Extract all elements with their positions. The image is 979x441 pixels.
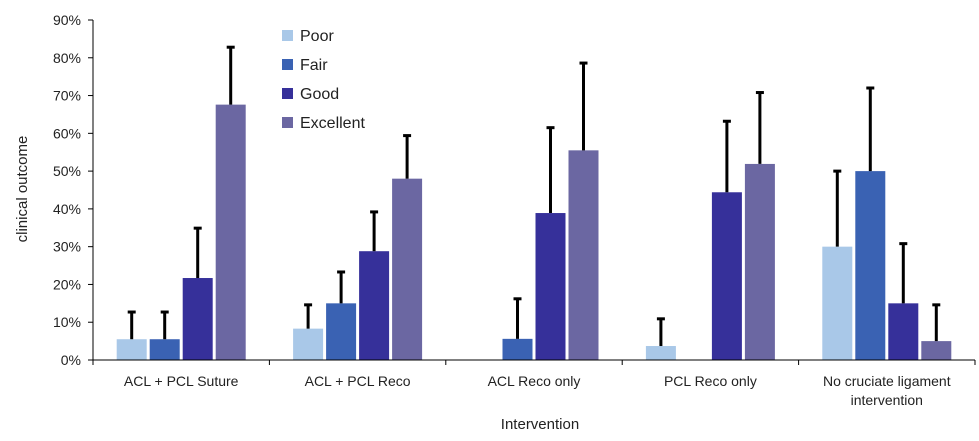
bar-fair xyxy=(149,339,180,360)
axes-layer xyxy=(92,20,975,361)
bar-poor xyxy=(116,339,147,360)
x-tick-label: PCL Reco only xyxy=(664,373,757,389)
bar-good xyxy=(182,278,213,360)
y-tick-label: 30% xyxy=(53,239,81,255)
bar-poor xyxy=(293,328,324,360)
legend-label-good: Good xyxy=(300,86,339,103)
y-tick-label: 50% xyxy=(53,163,81,179)
legend-label-excellent: Excellent xyxy=(300,115,365,132)
y-tick-label: 20% xyxy=(53,276,81,292)
y-tick-label: 10% xyxy=(53,314,81,330)
x-tick-label: intervention xyxy=(851,392,923,408)
x-axis-title: Intervention xyxy=(501,416,579,433)
bar-good xyxy=(535,213,566,360)
bar-excellent xyxy=(568,150,599,360)
y-tick-label: 60% xyxy=(53,125,81,141)
legend: Poor Fair Good Excellent xyxy=(282,28,365,132)
bar-fair xyxy=(855,171,886,360)
legend-label-poor: Poor xyxy=(300,28,334,45)
legend-label-fair: Fair xyxy=(300,57,328,74)
y-tick-label: 0% xyxy=(61,352,81,368)
bars-layer xyxy=(116,104,952,360)
bar-excellent xyxy=(744,163,775,360)
bar-excellent xyxy=(392,178,423,360)
y-axis-ticks: 0% 10% 20% 30% 40% 50% 60% 70% 80% 90% xyxy=(53,12,93,368)
y-axis-title: clinical outcome xyxy=(14,136,31,243)
bar-poor xyxy=(822,246,853,360)
legend-swatch-good xyxy=(282,88,293,99)
x-tick-label: ACL + PCL Suture xyxy=(124,373,239,389)
y-tick-label: 90% xyxy=(53,12,81,28)
bar-good xyxy=(359,251,390,360)
x-tick-label: ACL Reco only xyxy=(488,373,581,389)
bar-excellent xyxy=(215,104,246,360)
legend-swatch-excellent xyxy=(282,117,293,128)
bar-excellent xyxy=(921,341,952,360)
legend-swatch-poor xyxy=(282,30,293,41)
bar-fair xyxy=(326,303,357,360)
x-axis-tick-labels: ACL + PCL Suture ACL + PCL Reco ACL Reco o… xyxy=(92,360,976,408)
x-tick-label: ACL + PCL Reco xyxy=(305,373,411,389)
y-tick-label: 40% xyxy=(53,201,81,217)
y-tick-label: 80% xyxy=(53,50,81,66)
y-tick-label: 70% xyxy=(53,88,81,104)
bar-good xyxy=(711,192,742,360)
bar-good xyxy=(888,303,919,360)
bar-poor xyxy=(645,346,676,360)
x-tick-label: No cruciate ligament xyxy=(823,373,951,389)
bar-fair xyxy=(502,338,533,360)
error-bars-layer xyxy=(127,45,941,347)
legend-swatch-fair xyxy=(282,59,293,70)
